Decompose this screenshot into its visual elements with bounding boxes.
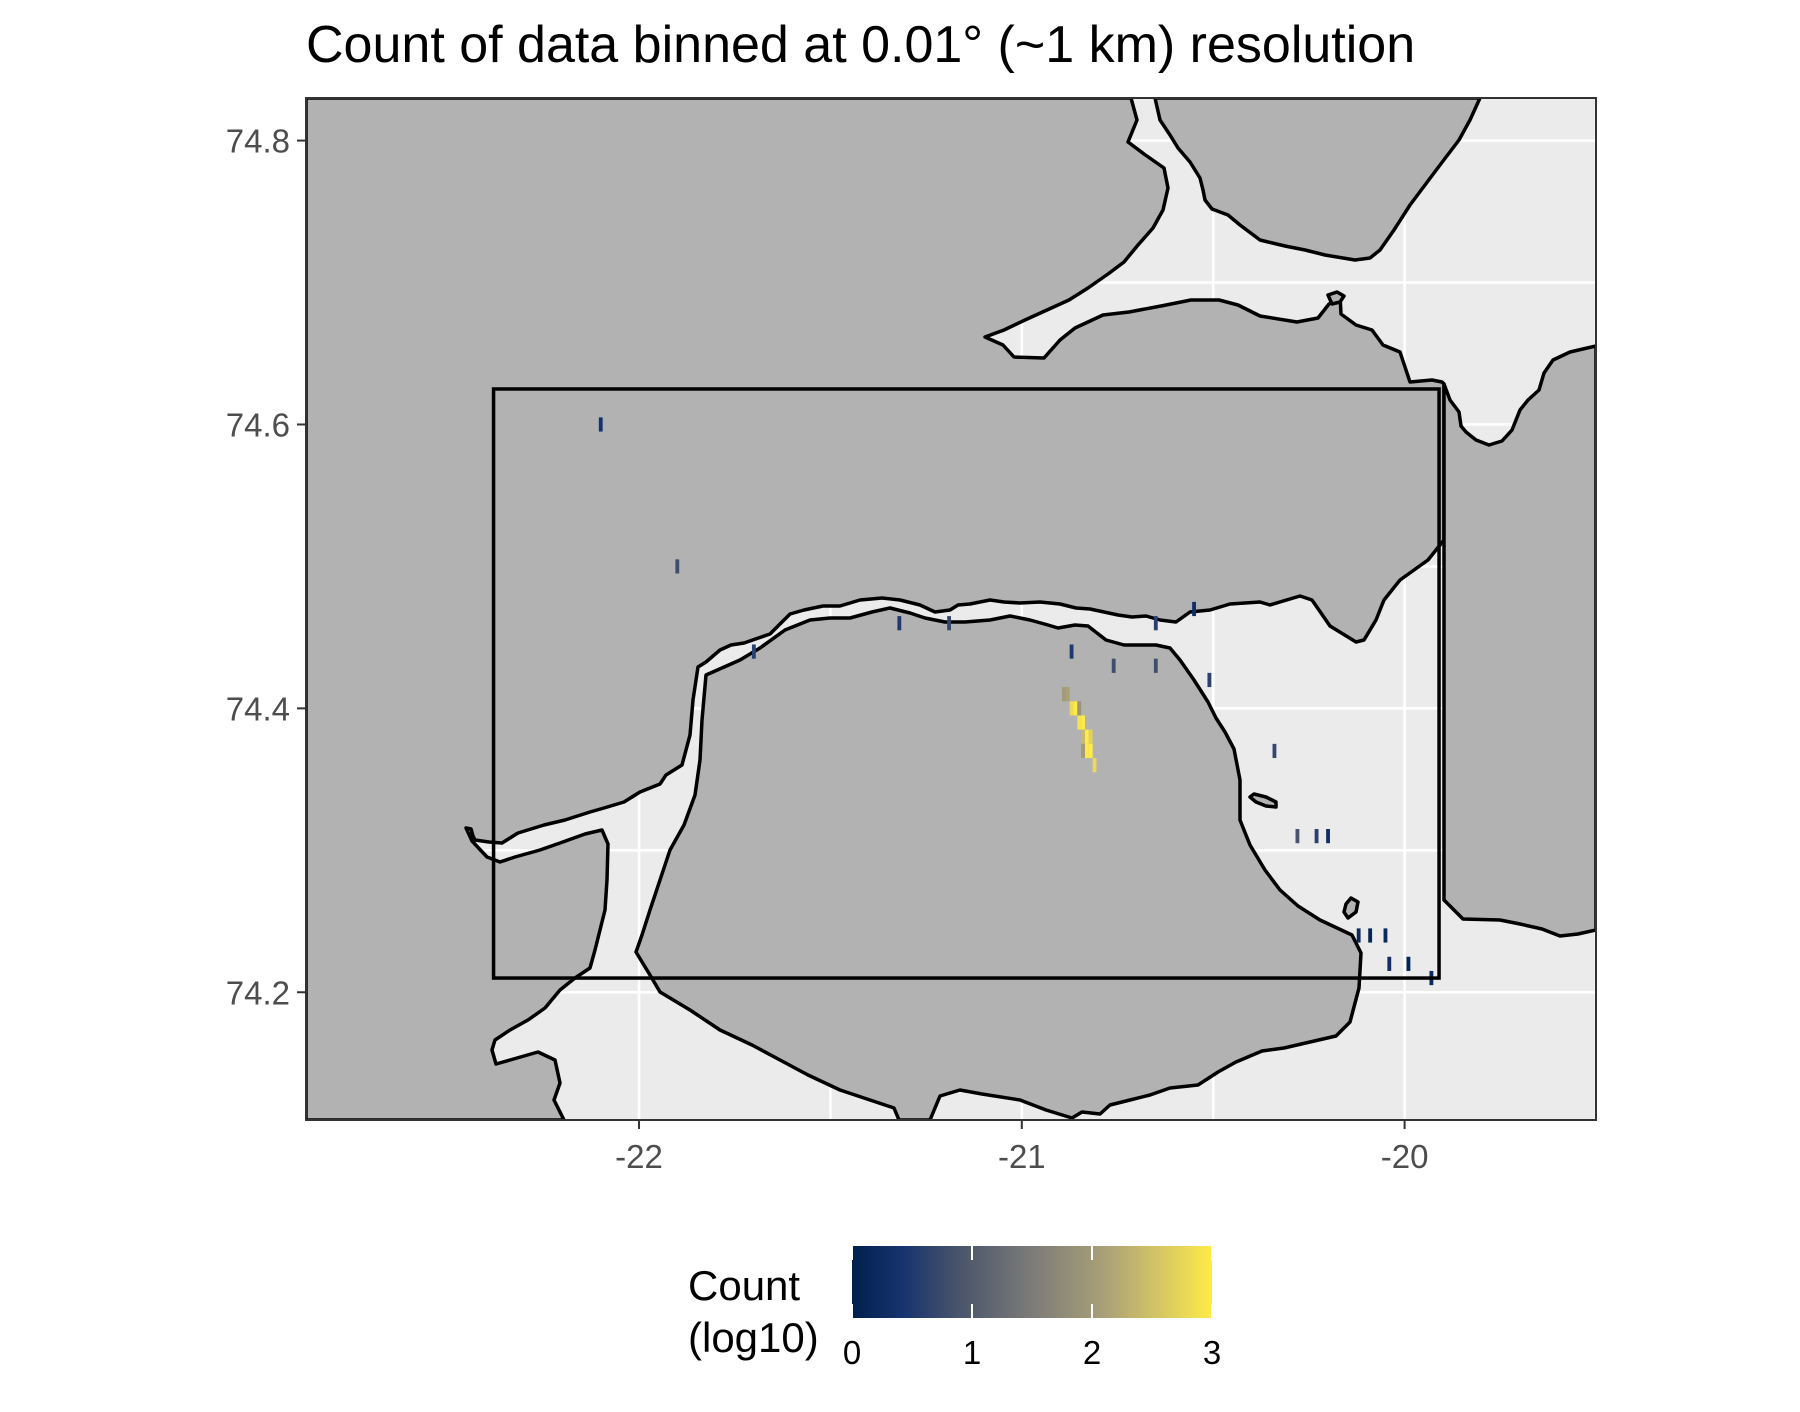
study-area-box	[491, 387, 1441, 980]
x-tick-label: -21	[998, 1138, 1046, 1175]
count-bin	[598, 417, 603, 432]
islet-north	[1326, 290, 1346, 306]
count-bin	[751, 644, 756, 659]
land-peninsula	[634, 606, 1363, 1120]
count-bin	[947, 616, 951, 631]
count-bin	[1153, 616, 1158, 631]
x-tick-label: -20	[1381, 1138, 1429, 1175]
count-bin	[1069, 644, 1074, 659]
land-east	[1442, 344, 1596, 938]
legend-ticks: 0 1 2 3	[843, 1246, 1221, 1371]
islet	[1248, 792, 1278, 809]
count-bin	[1406, 956, 1411, 971]
count-bins	[598, 417, 1434, 986]
axes: -22 -21 -20 74.2 74.4 74.6 74.8	[226, 123, 1429, 1175]
y-tick-label: 74.6	[226, 406, 290, 443]
legend-tick-label: 1	[963, 1334, 981, 1371]
count-bin	[1153, 658, 1158, 673]
y-tick-label: 74.4	[226, 690, 290, 727]
count-bin	[1062, 687, 1066, 702]
count-bin	[1368, 928, 1373, 943]
count-bin	[675, 559, 680, 574]
chart-title: Count of data binned at 0.01° (~1 km) re…	[306, 16, 1415, 74]
count-bin	[1383, 928, 1388, 943]
count-bin	[1084, 743, 1089, 759]
count-bin	[1081, 715, 1085, 730]
count-bin	[1069, 701, 1074, 716]
land-northeast	[1153, 98, 1482, 262]
count-bin	[1356, 928, 1361, 943]
legend-colorbar	[852, 1246, 1212, 1318]
count-bin	[1088, 743, 1093, 759]
count-bin	[1387, 956, 1392, 971]
count-bin	[897, 616, 902, 631]
count-bin	[1081, 729, 1085, 744]
count-bin	[1084, 729, 1089, 744]
count-bin	[1088, 729, 1093, 744]
x-tick-label: -22	[615, 1138, 663, 1175]
panel-border	[305, 97, 1597, 1121]
y-tick-label: 74.2	[226, 974, 290, 1011]
y-tick-label: 74.8	[226, 123, 290, 160]
legend-title-line1: Count	[688, 1262, 800, 1309]
count-bin	[1077, 715, 1082, 730]
count-bin	[1111, 658, 1116, 673]
count-bin	[1192, 601, 1196, 617]
count-bin	[1065, 687, 1070, 702]
legend-tick-label: 3	[1203, 1334, 1221, 1371]
count-bin	[1081, 743, 1085, 759]
count-bin	[1207, 672, 1212, 688]
count-bin	[1077, 701, 1082, 716]
count-bin	[1073, 701, 1078, 716]
count-bin	[1295, 829, 1300, 844]
islet-east	[1342, 896, 1360, 920]
count-bin	[1314, 829, 1319, 844]
count-bin	[1092, 758, 1097, 773]
legend-title-line2: (log10)	[688, 1314, 819, 1361]
count-bin	[1272, 743, 1277, 759]
legend: Count (log10) 0 1 2 3	[688, 1246, 1221, 1371]
legend-tick-label: 2	[1083, 1334, 1101, 1371]
legend-tick-label: 0	[843, 1334, 861, 1371]
map-panel	[306, 98, 1596, 1120]
count-bin	[1326, 829, 1330, 844]
land-west	[306, 98, 1446, 1120]
